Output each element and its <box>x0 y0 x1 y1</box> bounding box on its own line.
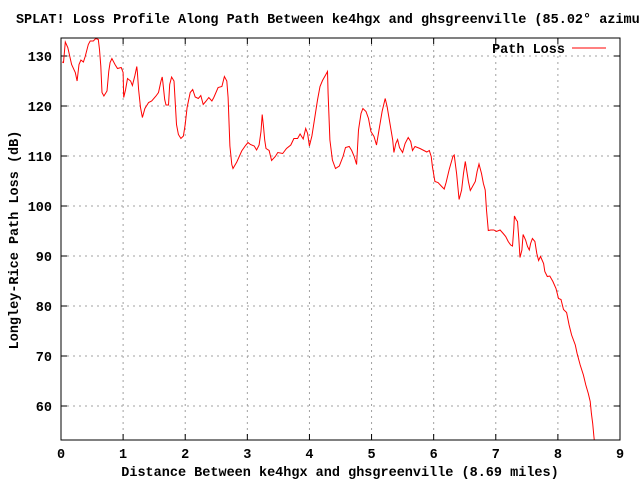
y-tick-label: 130 <box>28 51 52 66</box>
y-tick-label: 110 <box>28 151 52 166</box>
axis-ticks <box>60 38 621 440</box>
y-tick-label: 120 <box>28 101 52 116</box>
x-tick-label: 1 <box>119 448 127 463</box>
y-tick-label: 60 <box>36 401 52 416</box>
chart-title: SPLAT! Loss Profile Along Path Between k… <box>16 13 640 28</box>
y-tick-label: 100 <box>28 201 52 216</box>
series-line-path-loss <box>62 38 595 440</box>
y-tick-label: 70 <box>36 351 52 366</box>
x-tick-label: 3 <box>243 448 251 463</box>
series-group <box>62 38 595 440</box>
x-tick-label: 2 <box>181 448 189 463</box>
x-axis-label: Distance Between ke4hgx and ghsgreenvill… <box>121 466 558 480</box>
x-tick-label: 4 <box>305 448 313 463</box>
legend-label: Path Loss <box>492 43 565 58</box>
y-tick-labels: 60 70 80 90 100 110 120 130 <box>28 51 52 416</box>
x-tick-label: 0 <box>57 448 65 463</box>
y-axis-label: Longley-Rice Path Loss (dB) <box>8 131 23 350</box>
x-tick-label: 7 <box>492 448 500 463</box>
grid-lines <box>61 38 620 440</box>
legend: Path Loss <box>492 43 606 58</box>
x-tick-label: 5 <box>368 448 376 463</box>
x-tick-label: 8 <box>554 448 562 463</box>
x-tick-label: 6 <box>430 448 438 463</box>
x-tick-label: 9 <box>616 448 624 463</box>
x-tick-labels: 0 1 2 3 4 5 6 7 8 9 <box>57 448 624 463</box>
plot-frame <box>60 37 621 441</box>
y-tick-label: 90 <box>36 251 52 266</box>
y-tick-label: 80 <box>36 301 52 316</box>
